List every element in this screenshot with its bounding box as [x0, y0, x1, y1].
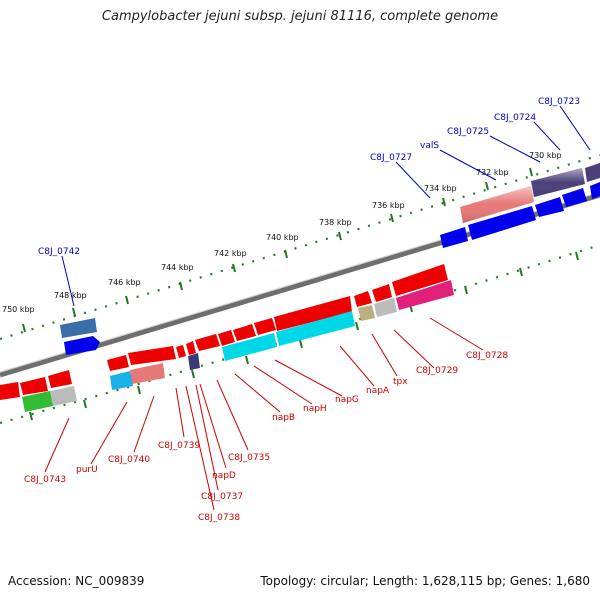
label-tpx: tpx [393, 377, 408, 387]
label-c8j-0723: C8J_0723 [538, 97, 580, 107]
gene-c8j-0727[interactable] [440, 227, 468, 248]
forward-blue-genes [440, 182, 600, 248]
label-c8j-0740: C8J_0740 [108, 455, 150, 465]
gene-red-e[interactable] [254, 318, 276, 335]
outer-tick-track [0, 153, 600, 341]
label-c8j-0728: C8J_0728 [466, 351, 508, 361]
gene-c8j-0729[interactable] [374, 298, 397, 317]
kbp-label-738: 738 kbp [319, 218, 352, 227]
gene-c8j-0742-a[interactable] [60, 318, 97, 338]
gene-c8j-0740[interactable] [130, 363, 165, 384]
gene-napg[interactable] [222, 333, 277, 361]
label-naph: napH [303, 404, 327, 414]
label-napd: napD [212, 471, 236, 481]
gene-red-f[interactable] [233, 324, 256, 341]
label-c8j-0729: C8J_0729 [416, 366, 458, 376]
gene-c8j-0742-b[interactable] [64, 336, 100, 355]
kbp-label-748: 748 kbp [54, 291, 87, 300]
gene-red-d[interactable] [274, 296, 352, 331]
label-c8j-0735: C8J_0735 [228, 453, 270, 463]
reverse-strand-genes [0, 264, 454, 412]
bottom-leader-lines [44, 317, 484, 511]
kbp-label-742: 742 kbp [214, 249, 247, 258]
gene-red-n[interactable] [20, 377, 48, 395]
kbp-label-732: 732 kbp [476, 168, 509, 177]
label-c8j-0739: C8J_0739 [158, 441, 200, 451]
gene-red-b[interactable] [372, 284, 392, 302]
label-c8j-0724: C8J_0724 [494, 113, 536, 123]
gene-c8j-0723[interactable] [585, 163, 600, 182]
top-leader-lines [61, 105, 591, 307]
label-napa: napA [366, 386, 390, 396]
label-c8j-0742: C8J_0742 [38, 247, 80, 257]
gene-c8j-0728[interactable] [396, 280, 454, 310]
kbp-label-730: 730 kbp [529, 151, 562, 160]
major-ticks [22, 167, 579, 421]
kbp-label-750: 750 kbp [2, 305, 35, 314]
label-c8j-0727: C8J_0727 [370, 153, 412, 163]
label-c8j-0737: C8J_0737 [201, 492, 243, 502]
gene-red-l[interactable] [107, 355, 129, 371]
gene-red-m[interactable] [48, 370, 72, 388]
kbp-label-746: 746 kbp [108, 278, 141, 287]
gene-napa[interactable] [276, 311, 355, 346]
gene-red-a[interactable] [392, 264, 448, 296]
kbp-label-740: 740 kbp [266, 233, 299, 242]
label-c8j-0743: C8J_0743 [24, 475, 66, 485]
gene-blue-1[interactable] [590, 182, 600, 199]
gene-blue-2[interactable] [562, 188, 587, 207]
label-vals: valS [420, 141, 439, 151]
accession-text: Accession: NC_009839 [8, 574, 145, 588]
label-napb: napB [272, 413, 295, 423]
summary-text: Topology: circular; Length: 1,628,115 bp… [260, 574, 590, 588]
gene-c8j-0739[interactable] [188, 353, 200, 370]
kbp-label-744: 744 kbp [161, 263, 194, 272]
kbp-label-734: 734 kbp [424, 184, 457, 193]
gene-c8j-0743[interactable] [22, 391, 53, 412]
gene-tpx[interactable] [358, 305, 375, 321]
gene-vals[interactable] [468, 206, 536, 240]
label-puru: purU [76, 465, 98, 475]
label-c8j-0725: C8J_0725 [447, 127, 489, 137]
gene-red-c[interactable] [354, 291, 372, 307]
gene-red-g[interactable] [218, 330, 235, 346]
label-c8j-0738: C8J_0738 [198, 513, 240, 523]
gene-red-k[interactable] [128, 346, 176, 365]
gene-puru[interactable] [110, 371, 133, 390]
gene-red-j[interactable] [176, 345, 186, 358]
gene-c8j-0743-grey[interactable] [50, 386, 77, 406]
kbp-label-736: 736 kbp [372, 201, 405, 210]
map-title: Campylobacter jejuni subsp. jejuni 81116… [101, 9, 499, 24]
forward-strand-genes [460, 163, 600, 223]
gene-red-i[interactable] [186, 341, 196, 355]
label-napg: napG [335, 395, 359, 405]
gene-red-h[interactable] [195, 334, 220, 351]
gene-red-o[interactable] [0, 382, 20, 400]
gene-blue-3[interactable] [535, 197, 564, 217]
